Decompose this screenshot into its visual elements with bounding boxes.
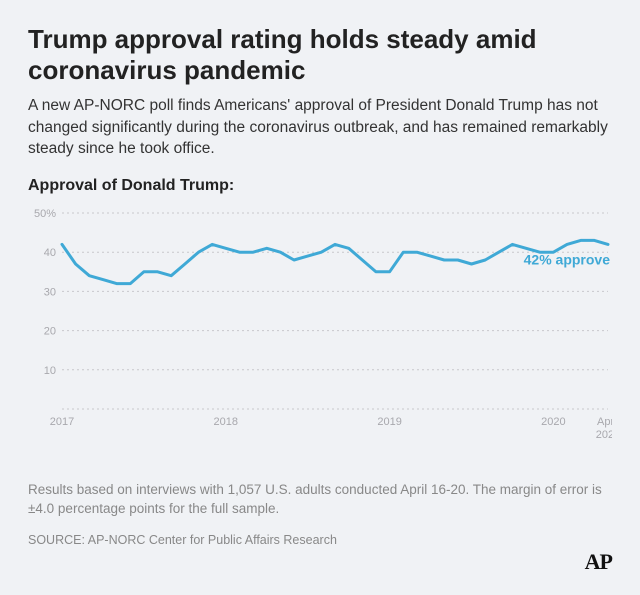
y-tick-label: 40: [44, 248, 56, 260]
headline: Trump approval rating holds steady amid …: [28, 24, 612, 85]
subhead: A new AP-NORC poll finds Americans' appr…: [28, 95, 612, 159]
y-tick-label: 10: [44, 365, 56, 377]
annotation-label: 42% approve: [524, 252, 611, 268]
source-line: SOURCE: AP-NORC Center for Public Affair…: [28, 533, 612, 547]
ap-logo: AP: [585, 549, 612, 575]
x-tick-label: 2017: [50, 416, 74, 428]
x-tick-label: 2018: [214, 416, 238, 428]
x-tick-label: April: [597, 416, 612, 428]
approval-line-chart: 1020304050%2017201820192020April202042% …: [28, 199, 612, 459]
chart-title: Approval of Donald Trump:: [28, 177, 612, 195]
x-tick-label: 2020: [596, 429, 612, 441]
chart-svg: 1020304050%2017201820192020April202042% …: [28, 199, 612, 459]
footnote: Results based on interviews with 1,057 U…: [28, 481, 612, 519]
x-tick-label: 2020: [541, 416, 565, 428]
y-tick-label: 30: [44, 287, 56, 299]
y-tick-label: 20: [44, 326, 56, 338]
y-tick-label: 50%: [34, 208, 56, 220]
x-tick-label: 2019: [377, 416, 401, 428]
